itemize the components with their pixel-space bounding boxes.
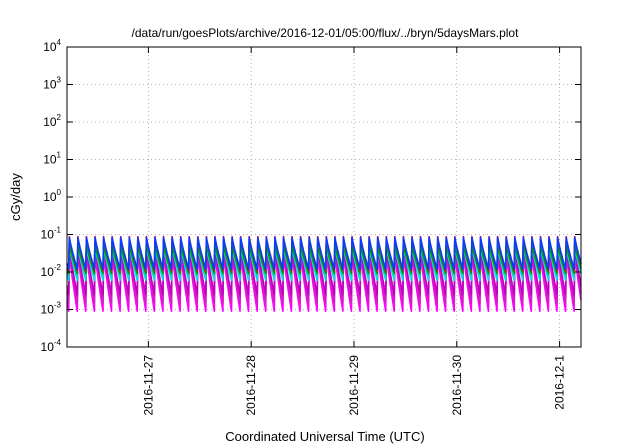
x-tick-label: 2016-11-27	[141, 355, 155, 416]
y-tick-label: 10-3	[41, 301, 62, 317]
y-tick-label: 10-4	[41, 338, 62, 354]
y-tick-label: 100	[43, 188, 61, 204]
y-tick-label: 10-1	[41, 226, 62, 242]
x-tick-label: 2016-11-28	[244, 355, 258, 416]
series-line-1	[66, 247, 582, 304]
y-tick-label: 101	[43, 151, 61, 167]
y-axis: 104 103 102 101 100 10-1 10-2 10-3 10-4	[41, 38, 581, 354]
x-axis-label: Coordinated Universal Time (UTC)	[225, 429, 424, 444]
series-group	[66, 235, 582, 313]
y-axis-label: cGy/day	[8, 173, 23, 221]
series-line-7	[66, 236, 582, 270]
series-line-2	[66, 245, 582, 296]
x-tick-label: 2016-12-1	[553, 355, 567, 410]
x-tick-label: 2016-11-29	[347, 355, 361, 416]
y-tick-label: 103	[43, 76, 61, 92]
series-line-5	[66, 243, 582, 275]
y-tick-label: 102	[43, 113, 61, 129]
y-tick-label: 104	[43, 38, 61, 54]
x-tick-label: 2016-11-30	[450, 355, 464, 416]
series-line-4	[66, 245, 582, 282]
series-line-0	[66, 251, 582, 313]
y-tick-label: 10-2	[41, 263, 62, 279]
x-axis: 2016-11-27 2016-11-28 2016-11-29 2016-11-30…	[141, 47, 567, 416]
chart-title: /data/run/goesPlots/archive/2016-12-01/0…	[132, 26, 520, 40]
